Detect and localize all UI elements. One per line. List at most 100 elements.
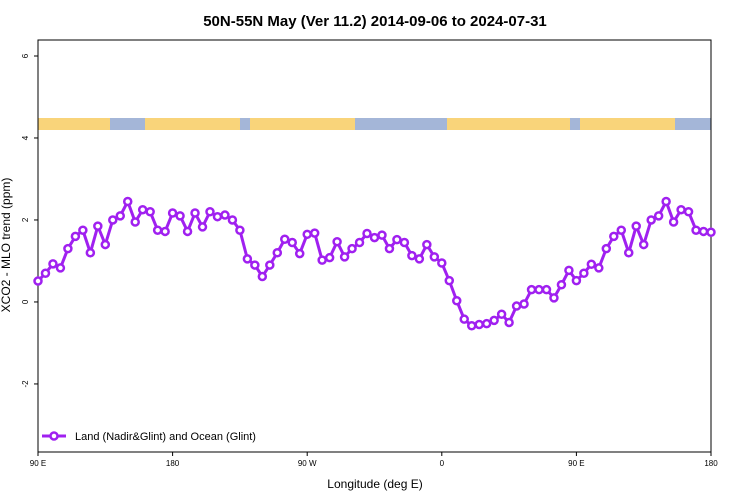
x-tick-label: 180 bbox=[704, 459, 718, 468]
data-point bbox=[661, 196, 671, 207]
data-point bbox=[429, 252, 440, 262]
data-point bbox=[93, 221, 103, 231]
data-point bbox=[377, 230, 387, 240]
data-point bbox=[145, 207, 155, 217]
data-point bbox=[272, 248, 283, 258]
data-point bbox=[422, 239, 432, 250]
data-point bbox=[646, 215, 656, 225]
data-point bbox=[534, 284, 544, 295]
legend-label: Land (Nadir&Glint) and Ocean (Glint) bbox=[75, 431, 256, 443]
data-point bbox=[167, 208, 178, 218]
data-point bbox=[571, 275, 582, 286]
data-point bbox=[489, 315, 499, 326]
data-point bbox=[130, 217, 140, 227]
data-point bbox=[197, 222, 208, 232]
data-point bbox=[160, 226, 170, 237]
data-point bbox=[115, 211, 126, 221]
chart-title: 50N-55N May (Ver 11.2) 2014-09-06 to 202… bbox=[203, 13, 547, 30]
land-band bbox=[38, 118, 110, 130]
data-point bbox=[504, 317, 514, 328]
data-point bbox=[474, 319, 484, 330]
data-point bbox=[265, 260, 275, 270]
data-point bbox=[399, 237, 410, 248]
data-point bbox=[586, 259, 597, 269]
data-point bbox=[601, 243, 612, 254]
land-band bbox=[250, 118, 355, 130]
data-point bbox=[48, 259, 58, 269]
data-point bbox=[653, 211, 664, 221]
data-point bbox=[339, 252, 350, 262]
land-ocean-strip bbox=[38, 118, 711, 130]
y-axis-label: XCO2 - MLO trend (ppm) bbox=[0, 178, 13, 313]
data-point bbox=[78, 225, 88, 235]
data-point bbox=[324, 252, 335, 263]
data-point bbox=[496, 309, 507, 320]
land-band bbox=[447, 118, 570, 130]
y-tick-label: 0 bbox=[21, 299, 30, 304]
data-point bbox=[70, 231, 81, 242]
data-point bbox=[205, 207, 215, 217]
data-point bbox=[526, 284, 537, 295]
y-tick-label: 6 bbox=[21, 53, 30, 58]
land-band bbox=[145, 118, 240, 130]
data-point bbox=[40, 268, 51, 279]
data-point bbox=[466, 320, 477, 331]
data-point bbox=[175, 211, 185, 221]
data-point bbox=[691, 225, 701, 235]
data-point bbox=[182, 226, 193, 237]
x-tick-label: 180 bbox=[166, 459, 180, 468]
data-point bbox=[242, 254, 253, 264]
data-point bbox=[122, 196, 133, 207]
data-point bbox=[638, 239, 649, 250]
data-point bbox=[235, 225, 245, 235]
data-point bbox=[564, 265, 574, 276]
data-point bbox=[250, 260, 260, 270]
data-point bbox=[459, 314, 469, 324]
y-tick-label: 2 bbox=[21, 217, 30, 222]
data-point bbox=[309, 228, 320, 238]
data-point bbox=[437, 258, 447, 268]
data-point bbox=[623, 248, 634, 258]
data-point bbox=[137, 204, 148, 215]
data-point bbox=[85, 248, 96, 258]
data-point bbox=[287, 237, 297, 248]
data-point bbox=[511, 301, 522, 311]
data-point bbox=[220, 210, 230, 220]
data-point bbox=[444, 275, 455, 286]
legend-marker bbox=[49, 431, 59, 441]
data-point bbox=[414, 254, 425, 264]
data-point bbox=[354, 237, 365, 248]
plot-frame bbox=[37, 39, 712, 453]
data-point bbox=[706, 227, 716, 238]
data-point bbox=[683, 207, 694, 217]
data-point bbox=[190, 208, 200, 218]
data-point bbox=[556, 279, 567, 290]
data-point bbox=[594, 263, 604, 273]
data-point bbox=[549, 293, 559, 303]
data-point bbox=[362, 228, 372, 239]
data-point bbox=[519, 299, 529, 309]
data-point bbox=[392, 234, 402, 245]
data-point bbox=[541, 284, 552, 295]
x-axis-label: Longitude (deg E) bbox=[327, 477, 422, 491]
data-point bbox=[384, 243, 395, 254]
data-point bbox=[302, 229, 312, 240]
data-point bbox=[227, 215, 238, 225]
data-point bbox=[347, 243, 357, 254]
data-point bbox=[668, 217, 679, 227]
y-tick-label: 4 bbox=[21, 135, 30, 140]
y-tick-label: -2 bbox=[21, 380, 30, 388]
data-point bbox=[212, 211, 223, 222]
data-point bbox=[33, 276, 43, 286]
data-point bbox=[100, 239, 111, 250]
data-point bbox=[332, 236, 342, 247]
data-point bbox=[294, 248, 305, 259]
data-point bbox=[108, 215, 118, 225]
data-point bbox=[407, 250, 417, 261]
data-point bbox=[452, 295, 462, 306]
x-tick-label: 90 E bbox=[568, 459, 584, 468]
land-band bbox=[580, 118, 675, 130]
data-point bbox=[317, 255, 327, 265]
x-tick-label: 0 bbox=[440, 459, 445, 468]
